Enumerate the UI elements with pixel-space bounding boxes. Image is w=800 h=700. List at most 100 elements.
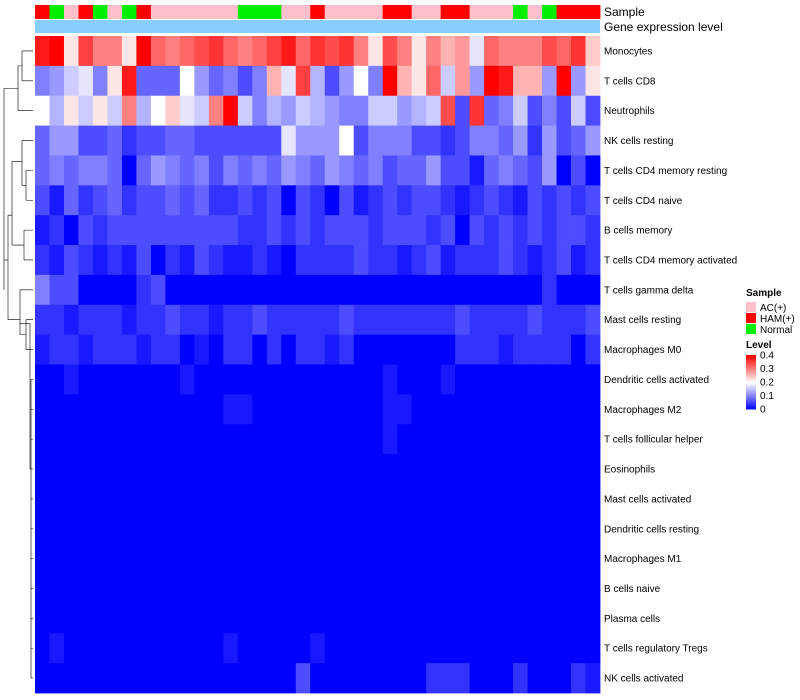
heatmap-cell xyxy=(150,185,166,216)
heatmap-cell xyxy=(513,394,528,425)
heatmap-cell xyxy=(49,394,65,425)
heatmap-cell xyxy=(237,304,253,336)
heatmap-cell xyxy=(339,573,355,604)
heatmap-cell xyxy=(179,65,195,97)
heatmap-cell xyxy=(513,573,528,604)
heatmap-cell xyxy=(252,125,268,156)
heatmap-cell xyxy=(121,483,137,515)
heatmap-cell xyxy=(266,424,282,455)
sample-cell xyxy=(208,5,224,19)
heatmap-cell xyxy=(150,633,166,664)
heatmap-cell xyxy=(426,573,442,604)
legend-gradient-step xyxy=(746,365,756,368)
heatmap-cell xyxy=(498,125,514,156)
heatmap-cell xyxy=(208,125,224,156)
heatmap-cell xyxy=(237,663,253,694)
heatmap-cell xyxy=(136,155,152,186)
heatmap-cell xyxy=(165,304,181,336)
legend-gradient-step xyxy=(746,402,756,405)
legend-gradient-step xyxy=(746,386,756,388)
heatmap-cell xyxy=(455,424,471,455)
heatmap-cell xyxy=(440,394,456,425)
heatmap-cell xyxy=(585,36,601,67)
legend-gradient-step xyxy=(746,396,756,399)
heatmap-cell xyxy=(223,65,239,97)
heatmap-cell xyxy=(571,95,586,126)
heatmap-cell xyxy=(295,633,311,664)
heatmap-cell xyxy=(368,394,384,425)
heatmap-cell xyxy=(49,215,65,246)
heatmap-cell xyxy=(469,36,485,67)
heatmap-cell xyxy=(107,125,123,156)
heatmap-cell xyxy=(411,483,427,515)
legend-level-tick: 0.1 xyxy=(760,391,774,402)
heatmap-cell xyxy=(150,245,166,276)
heatmap-cell xyxy=(35,95,50,126)
row-label: NK cells activated xyxy=(604,674,683,685)
heatmap-cell xyxy=(411,394,427,425)
sample-cell xyxy=(455,5,471,19)
heatmap-cell xyxy=(382,633,398,664)
heatmap-cell xyxy=(527,65,543,97)
heatmap-cell xyxy=(63,304,79,336)
heatmap-cell xyxy=(208,215,224,246)
heatmap-cell xyxy=(585,125,601,156)
heatmap-cell xyxy=(266,543,282,574)
heatmap-cell xyxy=(179,185,195,216)
heatmap-cell xyxy=(498,155,514,186)
heatmap-cell xyxy=(310,185,326,216)
heatmap-cell xyxy=(92,245,108,276)
heatmap-cell xyxy=(107,245,123,276)
heatmap-cell xyxy=(397,185,413,216)
heatmap-cell xyxy=(107,215,123,246)
heatmap-cell xyxy=(455,633,471,664)
heatmap-cell xyxy=(426,334,442,365)
heatmap-cell xyxy=(310,543,326,574)
sample-cell xyxy=(179,5,195,19)
heatmap-cell xyxy=(295,543,311,574)
heatmap-cell xyxy=(150,125,166,156)
heatmap-cell xyxy=(324,424,340,455)
heatmap-cell xyxy=(484,304,499,336)
heatmap-cell xyxy=(527,274,543,306)
heatmap-cell xyxy=(92,573,108,604)
heatmap-cell xyxy=(252,274,268,306)
heatmap-cell xyxy=(237,155,253,186)
heatmap-cell xyxy=(266,454,282,485)
heatmap-cell xyxy=(324,633,340,664)
heatmap-cell xyxy=(556,454,572,485)
heatmap-cell xyxy=(469,215,485,246)
heatmap-cell xyxy=(49,543,65,574)
sample-cell xyxy=(498,5,514,19)
heatmap-cell xyxy=(310,65,326,97)
heatmap-cell xyxy=(542,454,557,485)
heatmap-cell xyxy=(136,36,152,67)
heatmap-cell xyxy=(78,454,94,485)
heatmap-cell xyxy=(49,454,65,485)
heatmap-cell xyxy=(571,633,586,664)
heatmap-cell xyxy=(107,304,123,336)
heatmap-cell xyxy=(223,215,239,246)
heatmap-cell xyxy=(136,125,152,156)
heatmap-cell xyxy=(455,513,471,545)
heatmap-cell xyxy=(150,274,166,306)
heatmap-cell xyxy=(49,304,65,336)
legend-gradient-step xyxy=(746,379,756,382)
heatmap-cell xyxy=(469,65,485,97)
heatmap-cell xyxy=(35,215,50,246)
heatmap-cell xyxy=(455,65,471,97)
heatmap-cell xyxy=(368,125,384,156)
heatmap-cell xyxy=(585,394,601,425)
heatmap-cell xyxy=(194,274,210,306)
heatmap-cell xyxy=(440,155,456,186)
heatmap-cell xyxy=(353,185,369,216)
heatmap-cell xyxy=(382,125,398,156)
heatmap-cell xyxy=(455,663,471,694)
heatmap-cell xyxy=(353,274,369,306)
heatmap-cell xyxy=(78,185,94,216)
heatmap-cell xyxy=(556,95,572,126)
heatmap-cell xyxy=(527,633,543,664)
heatmap-cell xyxy=(107,603,123,634)
heatmap-cell xyxy=(571,245,586,276)
heatmap-cell xyxy=(237,543,253,574)
